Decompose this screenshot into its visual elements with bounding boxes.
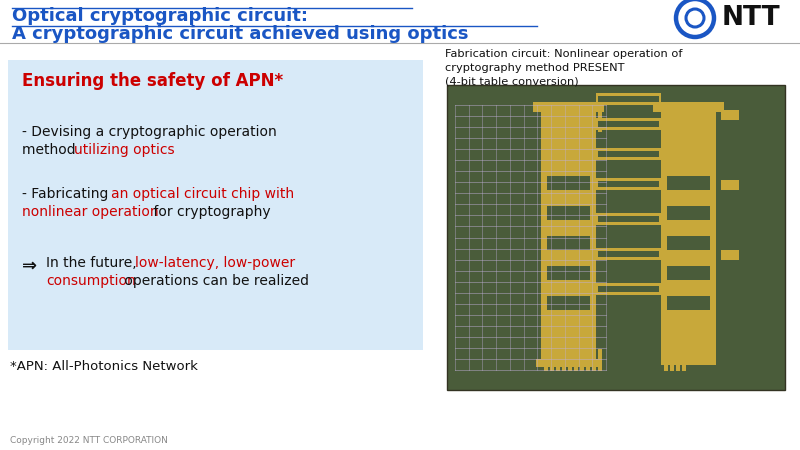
Bar (598, 349, 602, 371)
Bar (544, 349, 548, 371)
Text: Copyright 2022 NTT CORPORATION: Copyright 2022 NTT CORPORATION (10, 436, 168, 445)
Bar (682, 349, 686, 371)
Bar (598, 216, 659, 222)
Text: Fabrication circuit: Nonlinear operation of: Fabrication circuit: Nonlinear operation… (445, 49, 682, 59)
Text: an optical circuit chip with: an optical circuit chip with (111, 187, 294, 201)
Bar (536, 359, 601, 367)
Bar (580, 349, 584, 371)
Bar (596, 283, 661, 295)
Text: - Devising a cryptographic operation: - Devising a cryptographic operation (22, 125, 277, 139)
Bar (547, 296, 590, 310)
Bar (541, 110, 596, 365)
Bar (688, 102, 692, 132)
Text: nonlinear operation: nonlinear operation (22, 205, 158, 219)
Bar (721, 180, 739, 190)
Bar (596, 148, 661, 160)
Bar (574, 349, 578, 371)
FancyBboxPatch shape (8, 60, 423, 350)
Text: consumption: consumption (46, 274, 136, 288)
Bar (586, 102, 590, 132)
Bar (562, 349, 566, 371)
Bar (721, 110, 739, 120)
Bar (556, 349, 560, 371)
Bar (574, 102, 578, 132)
Text: method: method (22, 143, 80, 157)
Bar (586, 349, 590, 371)
Bar (664, 102, 668, 132)
Bar (562, 102, 566, 132)
Bar (664, 349, 668, 371)
Text: (4-bit table conversion): (4-bit table conversion) (445, 77, 578, 87)
Text: ⇒: ⇒ (22, 257, 37, 275)
Bar (596, 248, 661, 260)
Bar (682, 102, 686, 132)
Text: operations can be realized: operations can be realized (120, 274, 309, 288)
Text: A cryptographic circuit achieved using optics: A cryptographic circuit achieved using o… (12, 25, 469, 43)
Bar (653, 102, 724, 112)
Bar (667, 206, 710, 220)
Bar (550, 102, 554, 132)
Bar (598, 121, 659, 127)
Bar (592, 349, 596, 371)
Bar (596, 118, 661, 130)
Bar (598, 251, 659, 257)
Bar (547, 206, 590, 220)
Text: utilizing optics: utilizing optics (74, 143, 174, 157)
Bar (694, 102, 698, 132)
Bar (556, 102, 560, 132)
Bar (667, 296, 710, 310)
Bar (568, 349, 572, 371)
Bar (547, 176, 590, 190)
Text: In the future,: In the future, (46, 256, 141, 270)
Bar (596, 213, 661, 225)
Bar (721, 250, 739, 260)
Text: NTT: NTT (722, 5, 781, 31)
Bar (598, 181, 659, 187)
Bar (670, 349, 674, 371)
Bar (676, 102, 680, 132)
Bar (533, 102, 604, 112)
Text: - Fabricating: - Fabricating (22, 187, 113, 201)
Text: low-latency, low-power: low-latency, low-power (135, 256, 295, 270)
Text: Ensuring the safety of APN*: Ensuring the safety of APN* (22, 72, 283, 90)
Bar (447, 85, 785, 390)
Bar (544, 102, 548, 132)
Bar (598, 151, 659, 157)
Bar (676, 349, 680, 371)
Bar (592, 102, 596, 132)
Text: for cryptography: for cryptography (149, 205, 270, 219)
Bar (667, 266, 710, 280)
Bar (550, 349, 554, 371)
Text: *APN: All-Photonics Network: *APN: All-Photonics Network (10, 360, 198, 373)
Bar (547, 236, 590, 250)
Bar (661, 110, 716, 365)
Bar (667, 236, 710, 250)
Bar (580, 102, 584, 132)
Text: Optical cryptographic circuit:: Optical cryptographic circuit: (12, 7, 308, 25)
Bar (596, 93, 661, 105)
Bar (598, 286, 659, 292)
Bar (568, 102, 572, 132)
Bar (547, 266, 590, 280)
Bar (670, 102, 674, 132)
Bar (667, 176, 710, 190)
Bar (598, 96, 659, 102)
Bar (598, 102, 602, 132)
Text: cryptography method PRESENT: cryptography method PRESENT (445, 63, 625, 73)
Bar (596, 178, 661, 190)
